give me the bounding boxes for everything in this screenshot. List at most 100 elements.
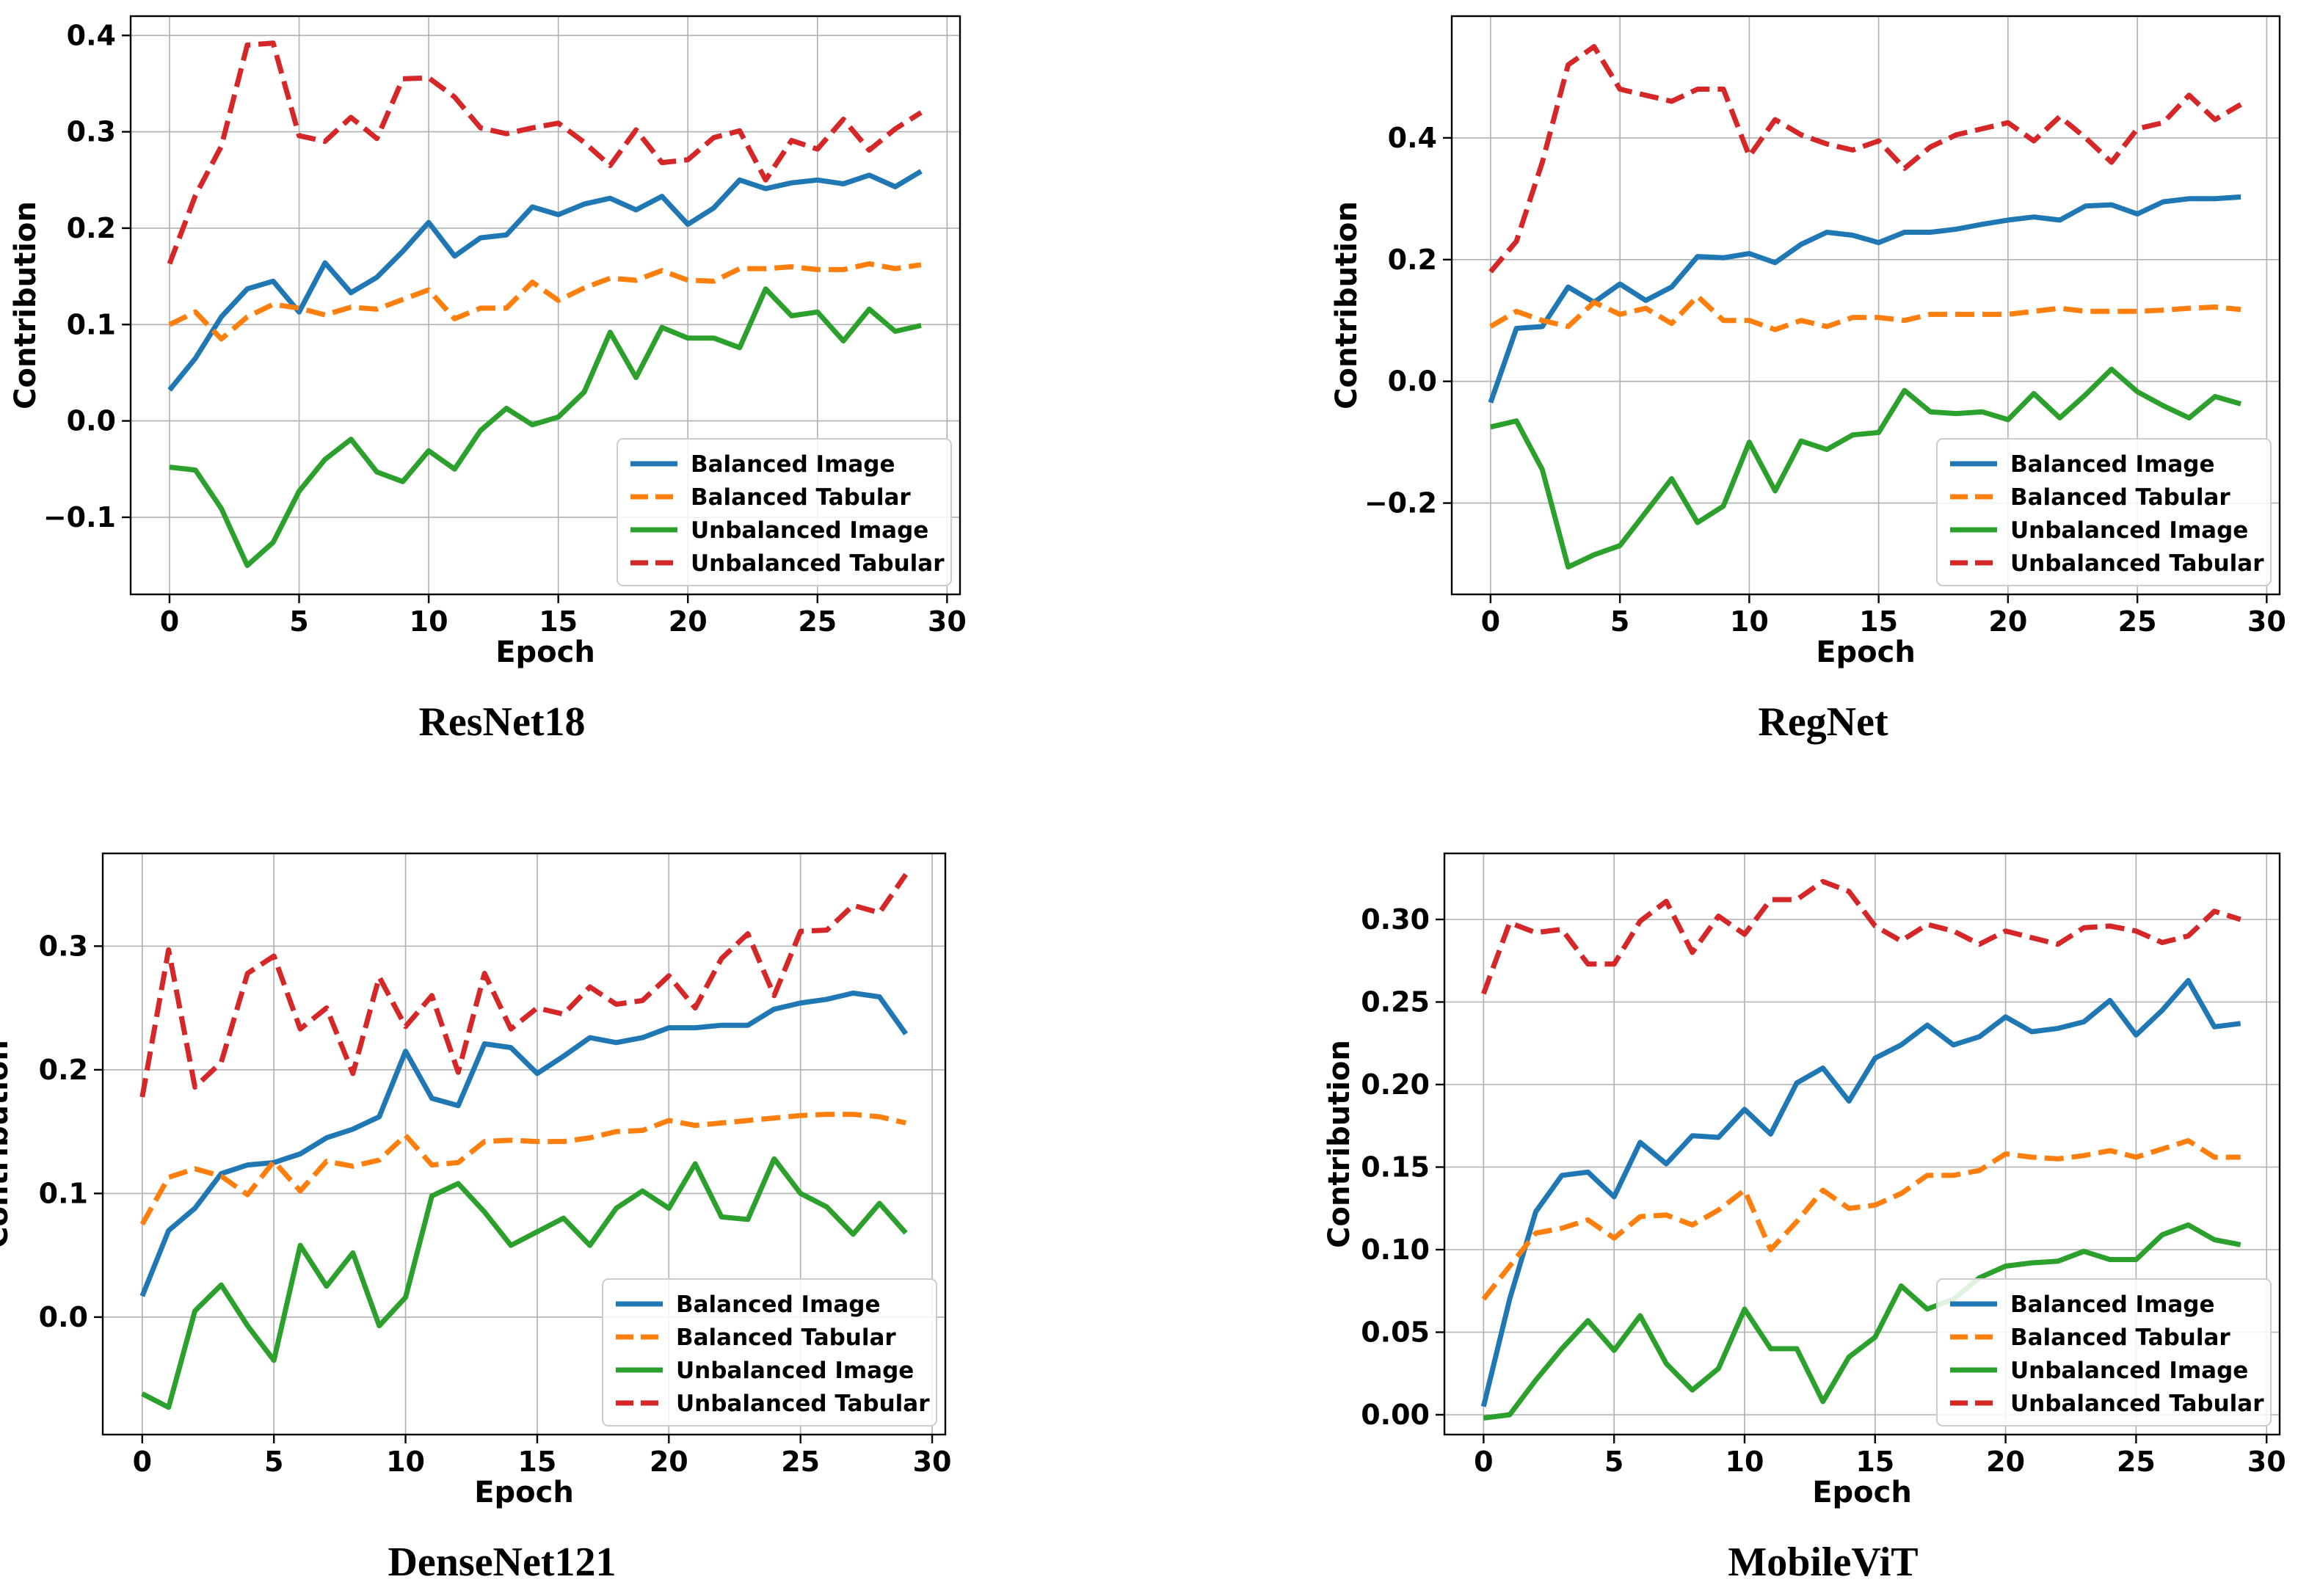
x-tick-label: 5 <box>1604 1446 1623 1478</box>
series-line-unbalanced-tabular <box>1481 878 2241 995</box>
legend-label: Balanced Tabular <box>676 1324 896 1351</box>
series-line-balanced-image <box>167 169 923 392</box>
x-tick-label: 0 <box>133 1446 152 1478</box>
x-tick-label: 10 <box>410 605 448 638</box>
x-tick-label: 0 <box>1481 605 1500 638</box>
series-line-unbalanced-tabular <box>1488 44 2242 274</box>
panel-caption: DenseNet121 <box>388 1539 616 1585</box>
x-tick-label: 20 <box>1988 605 2027 638</box>
x-tick-label: 25 <box>798 605 837 638</box>
y-tick-label: 0.0 <box>1388 365 1437 398</box>
y-tick-label: 0.10 <box>1361 1234 1430 1266</box>
x-tick-label: 15 <box>539 605 578 638</box>
chart-panel-3: 0 5 10 15 20 25 30 0.0 0.1 0.2 0.3 Epoch Contributio… <box>0 852 952 1585</box>
x-tick-label: 20 <box>669 605 708 638</box>
legend-label: Unbalanced Tabular <box>2010 1391 2264 1417</box>
x-tick-label: 15 <box>1855 1446 1894 1478</box>
legend-label: Unbalanced Tabular <box>676 1391 930 1417</box>
legend-label: Unbalanced Image <box>676 1358 914 1384</box>
legend-label: Balanced Image <box>2010 451 2215 478</box>
y-tick-label: 0.4 <box>67 19 116 51</box>
x-tick-label: 5 <box>264 1446 283 1478</box>
series-line-balanced-tabular <box>1481 1138 2241 1301</box>
legend: Balanced Image Balanced Tabular Unbalanced… <box>602 1278 937 1426</box>
x-tick-label: 25 <box>2118 605 2157 638</box>
y-tick-label: 0.3 <box>67 116 116 148</box>
x-tick-label: 30 <box>2247 1446 2286 1478</box>
x-axis-title: Epoch <box>1812 1476 1912 1509</box>
legend-label: Unbalanced Image <box>691 517 928 544</box>
y-tick-label: 0.15 <box>1361 1151 1430 1184</box>
x-tick-label: 25 <box>2117 1446 2156 1478</box>
legend-label: Unbalanced Image <box>2010 1358 2248 1384</box>
series-line-balanced-tabular <box>139 1112 907 1226</box>
x-tick-label: 0 <box>1474 1446 1493 1478</box>
y-tick-label: 0.2 <box>67 212 116 244</box>
x-tick-label: 15 <box>517 1446 556 1478</box>
legend-box <box>602 1278 937 1426</box>
x-axis-title: Epoch <box>495 635 595 669</box>
y-tick-label: 0.1 <box>67 308 116 340</box>
y-tick-label: −0.1 <box>43 501 116 533</box>
legend-label: Balanced Image <box>691 451 895 478</box>
plot-frame <box>1450 15 2281 596</box>
x-tick-label: 30 <box>2247 605 2286 638</box>
chart-panel-4: 0 5 10 15 20 25 30 0.00 0.05 0.10 0.15 0.20 0.25 0.30… <box>1323 852 2286 1585</box>
legend-label: Unbalanced Image <box>2010 517 2248 544</box>
y-axis-title: Contribution <box>0 1040 15 1248</box>
chart-panel-2: 0 5 10 15 20 25 30 −0.2 0.0 0.2 0.4 Epoch Contributi… <box>1330 15 2286 745</box>
legend-box <box>1936 438 2272 586</box>
x-tick-label: 5 <box>289 605 308 638</box>
x-tick-label: 10 <box>1730 605 1769 638</box>
legend-label: Balanced Image <box>676 1291 881 1318</box>
series-line-unbalanced-image <box>1483 1222 2241 1421</box>
y-tick-label: 0.3 <box>39 930 88 962</box>
chart-panel-1: 0 5 10 15 20 25 30 −0.1 0.0 0.1 0.2 0.3 0.4 Epoch Cont… <box>9 15 967 745</box>
legend: Balanced Image Balanced Tabular Unbalanced… <box>1936 438 2272 586</box>
legend-label: Unbalanced Tabular <box>2010 550 2264 577</box>
legend-label: Balanced Tabular <box>2010 1324 2230 1351</box>
x-tick-label: 30 <box>928 605 967 638</box>
legend: Balanced Image Balanced Tabular Unbalanced… <box>617 438 952 586</box>
panel-caption: ResNet18 <box>418 699 585 745</box>
series-line-unbalanced-image <box>141 1156 908 1410</box>
y-tick-label: 0.25 <box>1361 986 1430 1019</box>
x-tick-label: 20 <box>1986 1446 2025 1478</box>
x-tick-label: 5 <box>1610 605 1629 638</box>
y-tick-label: 0.0 <box>67 405 116 437</box>
y-axis-title: Contribution <box>1323 1040 1356 1248</box>
series-line-unbalanced-image <box>1490 366 2242 570</box>
x-tick-label: 15 <box>1859 605 1898 638</box>
legend-label: Balanced Tabular <box>691 484 911 511</box>
x-tick-label: 10 <box>386 1446 425 1478</box>
series-line-unbalanced-image <box>169 286 922 569</box>
y-tick-label: 0.30 <box>1361 903 1430 936</box>
legend: Balanced Image Balanced Tabular Unbalanced… <box>1936 1278 2272 1426</box>
y-tick-label: −0.2 <box>1364 487 1437 520</box>
x-tick-label: 10 <box>1726 1446 1764 1478</box>
series-line-balanced-image <box>139 990 909 1297</box>
y-tick-label: 0.4 <box>1388 122 1437 154</box>
y-tick-label: 0.2 <box>39 1054 88 1086</box>
x-tick-label: 0 <box>160 605 179 638</box>
series-line-balanced-image <box>1488 194 2241 404</box>
y-tick-label: 0.00 <box>1361 1399 1430 1431</box>
y-tick-label: 0.20 <box>1361 1068 1430 1101</box>
x-axis-title: Epoch <box>1816 635 1916 669</box>
legend-label: Unbalanced Tabular <box>691 550 945 577</box>
panel-caption: RegNet <box>1758 699 1888 745</box>
panel-caption: MobileViT <box>1728 1539 1918 1585</box>
x-tick-label: 25 <box>781 1446 820 1478</box>
legend-label: Balanced Image <box>2010 1291 2215 1318</box>
plot-frame <box>129 15 961 596</box>
y-tick-label: 0.2 <box>1388 244 1437 276</box>
legend-label: Balanced Tabular <box>2010 484 2230 511</box>
x-tick-label: 30 <box>913 1446 952 1478</box>
y-tick-label: 0.05 <box>1361 1316 1430 1349</box>
legend-box <box>1936 1278 2272 1426</box>
series-line-balanced-image <box>1480 977 2241 1407</box>
plot-frame <box>101 852 947 1436</box>
x-axis-title: Epoch <box>474 1476 574 1509</box>
legend-box <box>617 438 952 586</box>
